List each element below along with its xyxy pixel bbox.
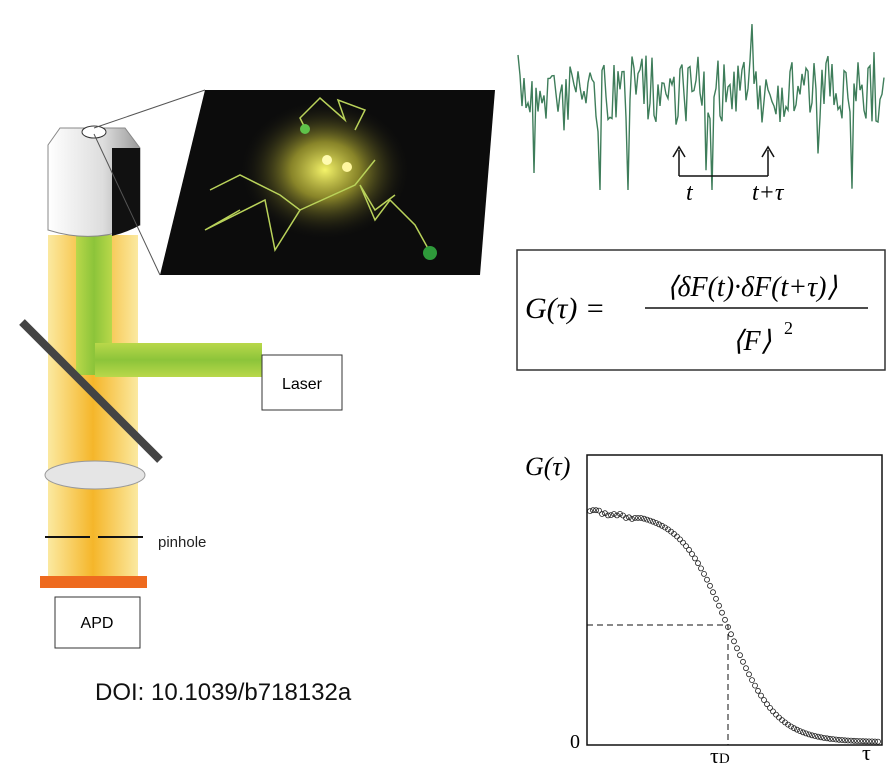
- curve-point: [627, 515, 632, 520]
- curve-point: [798, 729, 803, 734]
- figure: Laser pinhole APD DOI: 10.1039/b718132a …: [0, 0, 890, 763]
- curve-point: [744, 666, 749, 671]
- lens: [45, 461, 145, 489]
- curve-point: [876, 739, 881, 744]
- curve-point: [717, 603, 722, 608]
- formula-exponent: 2: [784, 318, 793, 338]
- apd-label: APD: [81, 615, 114, 632]
- curve-point: [690, 552, 695, 557]
- curve-point: [648, 518, 653, 523]
- zoom-line: [94, 90, 205, 128]
- tau-d-guide: [587, 625, 728, 745]
- formula-numerator: ⟨δF(t)·δF(t+τ)⟩: [667, 272, 838, 303]
- doi: DOI: 10.1039/b718132a: [95, 679, 352, 706]
- objective: [48, 126, 140, 236]
- curve-point: [750, 678, 755, 683]
- page: Laser pinhole APD DOI: 10.1039/b718132a …: [0, 0, 890, 763]
- curve-point: [759, 693, 764, 698]
- curve-point: [615, 513, 620, 518]
- plot-origin: 0: [570, 731, 580, 753]
- curve-point: [708, 583, 713, 588]
- tau-d-label: τD: [710, 743, 730, 763]
- curve-point: [657, 522, 662, 527]
- curve-point: [702, 571, 707, 576]
- curve-point: [630, 516, 635, 521]
- curve-point: [720, 610, 725, 615]
- curve-point: [795, 727, 800, 732]
- curve-point: [747, 672, 752, 677]
- pinhole-label: pinhole: [158, 534, 206, 551]
- t-tau-label: t+τ: [752, 180, 785, 206]
- curve-point: [804, 731, 809, 736]
- curve-point: [705, 577, 710, 582]
- curve-point: [645, 517, 650, 522]
- curve-point: [771, 709, 776, 714]
- curve-point: [654, 520, 659, 525]
- t-label: t: [686, 180, 694, 206]
- lag-marker: [673, 147, 774, 176]
- formula-denominator: ⟨F⟩: [733, 326, 772, 357]
- formula-lhs: G(τ) =: [525, 292, 605, 325]
- curve-point: [678, 537, 683, 542]
- sample-volume: [160, 90, 495, 275]
- fluorescence-trace: [518, 24, 884, 190]
- curve-point: [693, 556, 698, 561]
- curve-point: [753, 683, 758, 688]
- curve-point: [696, 561, 701, 566]
- curve-point: [609, 513, 614, 518]
- plot-y-label: G(τ): [525, 452, 570, 481]
- curve-point: [714, 596, 719, 601]
- curve-point: [642, 516, 647, 521]
- plot-x-label: τ: [862, 740, 871, 763]
- laser-label: Laser: [282, 376, 323, 393]
- curve-point: [801, 730, 806, 735]
- curve-point: [756, 688, 761, 693]
- tau-d-subscript: D: [719, 751, 730, 763]
- correlation-curve: [588, 508, 881, 744]
- laser-beam: [95, 343, 262, 377]
- curve-point: [729, 632, 734, 637]
- curve-point: [738, 653, 743, 658]
- curve-point: [741, 659, 746, 664]
- curve-point: [732, 639, 737, 644]
- plot-frame: [587, 455, 882, 745]
- curve-point: [723, 617, 728, 622]
- curve-point: [612, 512, 617, 517]
- filter: [40, 576, 147, 588]
- curve-point: [597, 508, 602, 513]
- curve-point: [807, 732, 812, 737]
- tau-d-symbol: τ: [710, 743, 719, 763]
- curve-point: [588, 509, 593, 514]
- curve-point: [651, 519, 656, 524]
- curve-point: [711, 590, 716, 595]
- curve-point: [618, 511, 623, 516]
- curve-point: [735, 646, 740, 651]
- curve-point: [699, 566, 704, 571]
- curve-point: [774, 712, 779, 717]
